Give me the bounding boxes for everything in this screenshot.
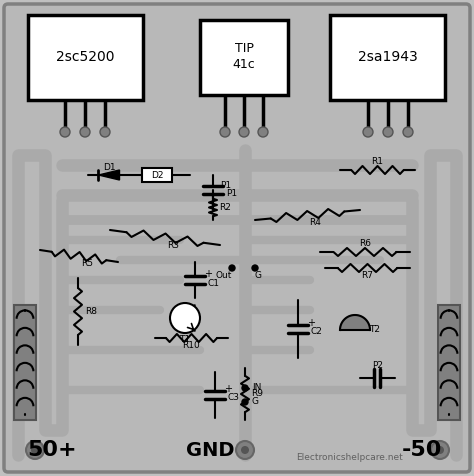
Circle shape [236, 441, 254, 459]
Bar [330, 15, 445, 100]
Circle shape [26, 441, 44, 459]
Text: R1: R1 [372, 158, 383, 167]
Polygon shape [340, 315, 370, 330]
Text: R10: R10 [182, 341, 201, 350]
Circle shape [436, 446, 444, 454]
Text: D1: D1 [103, 162, 115, 171]
Text: C2: C2 [311, 327, 323, 337]
Text: R6: R6 [359, 239, 371, 248]
Text: +: + [307, 318, 315, 328]
Circle shape [31, 446, 39, 454]
Circle shape [242, 385, 248, 391]
Bar [142, 168, 172, 182]
Text: R4: R4 [310, 218, 321, 228]
Text: 2sc5200: 2sc5200 [56, 50, 114, 64]
Text: 50+: 50+ [27, 440, 77, 460]
Bar [14, 305, 36, 420]
Text: R9: R9 [251, 389, 263, 398]
Circle shape [403, 127, 413, 137]
Circle shape [100, 127, 110, 137]
Text: C1: C1 [208, 278, 220, 288]
Circle shape [229, 265, 235, 271]
Text: D2: D2 [151, 170, 163, 179]
Text: R7: R7 [362, 271, 374, 280]
Text: +: + [204, 269, 212, 279]
Circle shape [241, 446, 249, 454]
Text: TIP: TIP [235, 41, 254, 54]
Text: P1: P1 [220, 180, 231, 189]
Text: Out: Out [216, 271, 232, 280]
Circle shape [252, 265, 258, 271]
Circle shape [60, 127, 70, 137]
Text: R5: R5 [81, 259, 93, 268]
Text: Electronicshelpcare.net: Electronicshelpcare.net [297, 454, 403, 463]
Text: C3: C3 [228, 394, 240, 403]
Text: IN: IN [252, 384, 261, 393]
Circle shape [170, 303, 200, 333]
Text: 41c: 41c [233, 58, 255, 70]
Bar [200, 20, 288, 95]
Text: R3: R3 [167, 241, 179, 250]
Text: +: + [224, 384, 232, 394]
Circle shape [239, 127, 249, 137]
Circle shape [80, 127, 90, 137]
Text: T2: T2 [370, 326, 381, 335]
Text: T1: T1 [180, 336, 191, 345]
Text: GND: GND [186, 440, 234, 459]
Circle shape [242, 399, 248, 405]
Circle shape [363, 127, 373, 137]
Circle shape [220, 127, 230, 137]
Text: G: G [255, 271, 262, 280]
Text: R8: R8 [85, 307, 97, 316]
Bar [28, 15, 143, 100]
Text: P1: P1 [226, 188, 237, 198]
FancyBboxPatch shape [4, 4, 470, 472]
Text: P2: P2 [372, 360, 383, 369]
Bar [438, 305, 460, 420]
Text: R2: R2 [219, 203, 231, 212]
Circle shape [383, 127, 393, 137]
Text: -50: -50 [402, 440, 442, 460]
Circle shape [431, 441, 449, 459]
Text: G: G [252, 397, 259, 407]
Text: 2sa1943: 2sa1943 [358, 50, 418, 64]
Circle shape [258, 127, 268, 137]
Polygon shape [99, 170, 119, 180]
